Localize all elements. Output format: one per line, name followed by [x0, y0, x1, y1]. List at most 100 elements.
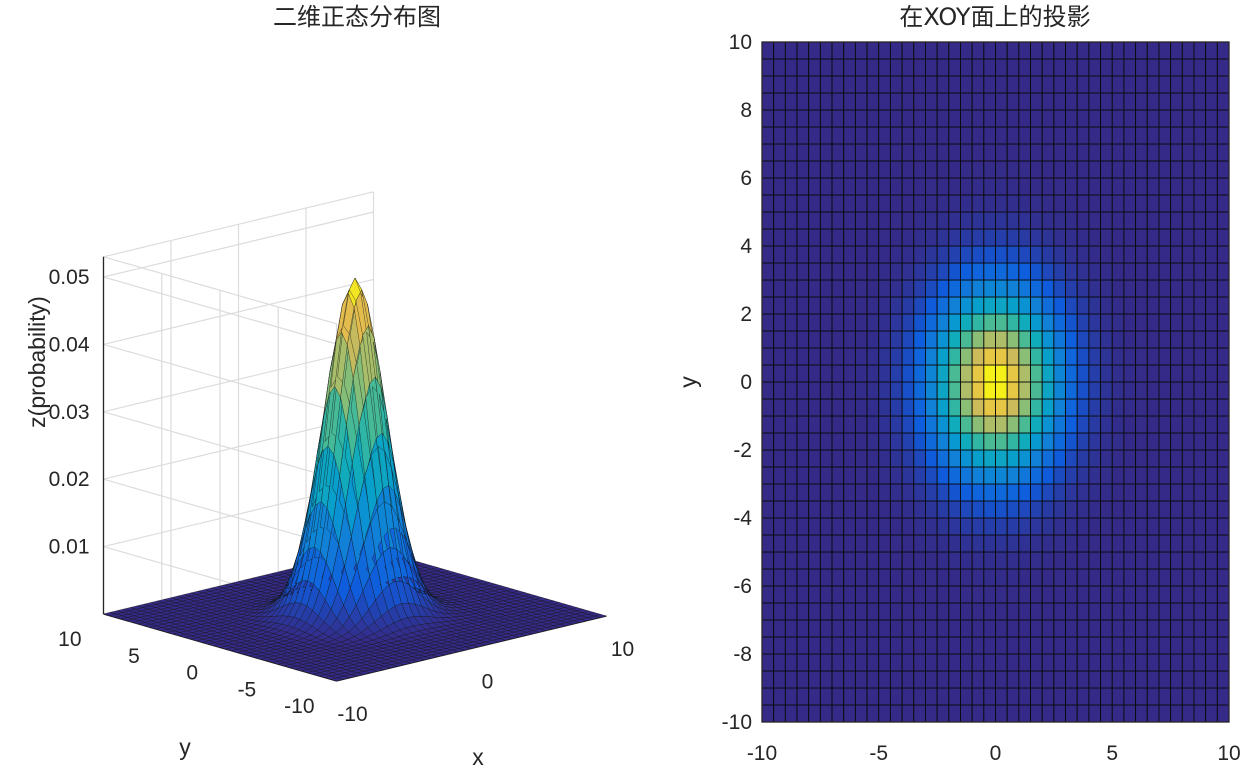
projection-cell — [1111, 670, 1125, 689]
projection-y-tick-label: -6 — [733, 575, 752, 598]
projection-cell — [784, 143, 798, 162]
projection-cell — [831, 245, 845, 264]
projection-cell — [808, 551, 821, 570]
projection-cell — [1053, 364, 1067, 383]
projection-cell — [831, 534, 845, 553]
projection-cell — [1053, 58, 1067, 77]
projection-cell — [831, 500, 845, 519]
projection-cell — [1018, 704, 1031, 723]
projection-cell — [819, 568, 833, 587]
projection-cell — [936, 126, 950, 145]
projection-cell — [843, 58, 856, 77]
projection-cell — [819, 160, 833, 179]
projection-cell — [1146, 92, 1160, 111]
projection-cell — [1170, 160, 1183, 179]
projection-cell — [1088, 466, 1102, 485]
projection-cell — [1181, 92, 1195, 111]
projection-cell — [854, 364, 868, 383]
projection-cell — [913, 602, 926, 621]
projection-cell — [1205, 211, 1218, 230]
projection-cell — [1205, 347, 1218, 366]
projection-cell — [1088, 568, 1102, 587]
projection-cell — [995, 41, 1008, 60]
projection-cell — [854, 381, 868, 400]
projection-cell — [901, 551, 915, 570]
projection-cell — [1205, 449, 1218, 468]
projection-cell — [796, 92, 810, 111]
projection-cell — [1088, 381, 1102, 400]
projection-cell — [1053, 143, 1067, 162]
projection-cell — [925, 262, 938, 281]
projection-cell — [878, 602, 891, 621]
projection-cell — [1158, 551, 1172, 570]
projection-cell — [866, 602, 880, 621]
projection-cell — [831, 211, 845, 230]
projection-cell — [1088, 245, 1102, 264]
projection-cell — [866, 245, 880, 264]
projection-cell — [1158, 619, 1172, 638]
projection-cell — [866, 330, 880, 349]
projection-cell — [796, 398, 810, 417]
projection-cell — [960, 313, 973, 332]
projection-cell — [1030, 653, 1043, 672]
projection-cell — [773, 41, 786, 60]
projection-cell — [1123, 41, 1137, 60]
projection-cell — [1181, 347, 1195, 366]
projection-cell — [901, 687, 915, 706]
projection-cell — [1146, 534, 1160, 553]
projection-cell — [1146, 687, 1160, 706]
projection-cell — [819, 687, 833, 706]
projection-cell — [878, 415, 891, 434]
projection-cell — [1088, 92, 1102, 111]
projection-cell — [1158, 262, 1172, 281]
projection-cell — [901, 245, 915, 264]
projection-cell — [960, 551, 973, 570]
projection-cell — [1170, 432, 1183, 451]
projection-cell — [854, 160, 868, 179]
projection-cell — [854, 330, 868, 349]
projection-cell — [1030, 704, 1043, 723]
projection-cell — [1170, 687, 1183, 706]
projection-cell — [1170, 177, 1183, 196]
projection-cell — [831, 143, 845, 162]
projection-cell — [1170, 398, 1183, 417]
projection-cell — [948, 126, 961, 145]
projection-cell — [1111, 381, 1125, 400]
projection-cell — [866, 517, 880, 536]
projection-cell — [1193, 194, 1207, 213]
projection-cell — [948, 381, 961, 400]
projection-cell — [1041, 381, 1055, 400]
projection-cell — [889, 160, 903, 179]
projection-cell — [761, 194, 775, 213]
projection-cell — [1170, 194, 1183, 213]
projection-cell — [819, 330, 833, 349]
projection-cell — [1135, 75, 1148, 94]
projection-cell — [1076, 160, 1090, 179]
projection-cell — [1100, 602, 1113, 621]
projection-cell — [889, 177, 903, 196]
projection-cell — [1135, 245, 1148, 264]
projection-cell — [878, 364, 891, 383]
projection-cell — [1135, 228, 1148, 247]
projection-cell — [819, 466, 833, 485]
projection-cell — [866, 279, 880, 298]
projection-cell — [1158, 381, 1172, 400]
projection-cell — [971, 75, 985, 94]
projection-cell — [1158, 228, 1172, 247]
projection-cell — [1123, 194, 1137, 213]
projection-cell — [925, 279, 938, 298]
projection-cell — [995, 126, 1008, 145]
projection-cell — [1053, 466, 1067, 485]
projection-cell — [983, 194, 996, 213]
projection-cell — [960, 228, 973, 247]
projection-cell — [761, 568, 775, 587]
projection-cell — [784, 568, 798, 587]
projection-cell — [1193, 143, 1207, 162]
projection-cell — [1205, 364, 1218, 383]
projection-cell — [983, 364, 996, 383]
projection-cell — [1076, 415, 1090, 434]
projection-cell — [936, 568, 950, 587]
projection-cell — [1135, 41, 1148, 60]
projection-cell — [1018, 398, 1031, 417]
